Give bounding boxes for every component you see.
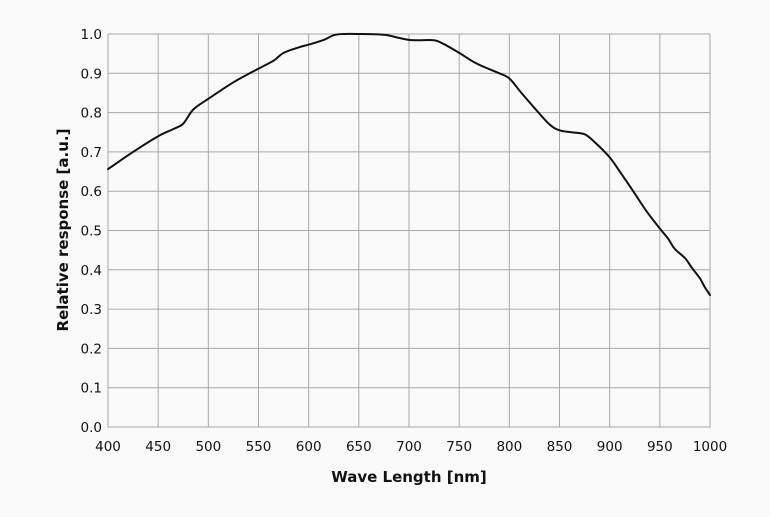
x-tick-label: 950	[647, 439, 673, 455]
x-tick-label: 600	[296, 439, 322, 455]
y-tick-label: 0.6	[81, 184, 102, 200]
x-tick-label: 450	[145, 439, 171, 455]
x-axis-title: Wave Length [nm]	[331, 468, 487, 486]
x-tick-label: 700	[396, 439, 422, 455]
grid-lines	[107, 33, 711, 428]
y-tick-label: 0.4	[81, 263, 102, 279]
response-curve	[107, 32, 711, 296]
plot-frame	[107, 33, 711, 428]
y-tick-label: 0.5	[81, 224, 102, 240]
y-tick-label: 0.0	[81, 420, 102, 436]
y-tick-label: 0.1	[81, 381, 102, 397]
x-axis-ticks: 400 450 500 550 600 650 700 750 800 850 900 950 1000	[95, 439, 727, 455]
x-tick-label: 850	[547, 439, 573, 455]
x-tick-label: 650	[346, 439, 372, 455]
y-tick-label: 0.9	[81, 66, 102, 82]
y-tick-label: 1.0	[81, 27, 102, 43]
x-tick-label: 750	[446, 439, 472, 455]
x-tick-label: 550	[246, 439, 272, 455]
y-tick-label: 0.2	[81, 341, 102, 357]
y-tick-label: 0.8	[81, 106, 102, 122]
x-tick-label: 1000	[693, 439, 727, 455]
x-tick-label: 900	[597, 439, 623, 455]
y-axis-title: Relative response [a.u.]	[54, 129, 72, 332]
x-tick-label: 400	[95, 439, 121, 455]
y-tick-label: 0.7	[81, 145, 102, 161]
y-tick-label: 0.3	[81, 302, 102, 318]
x-tick-label: 500	[195, 439, 221, 455]
x-tick-label: 800	[496, 439, 522, 455]
y-axis-ticks: 0.0 0.1 0.2 0.3 0.4 0.5 0.6 0.7 0.8 0.9 1.0	[81, 27, 102, 436]
